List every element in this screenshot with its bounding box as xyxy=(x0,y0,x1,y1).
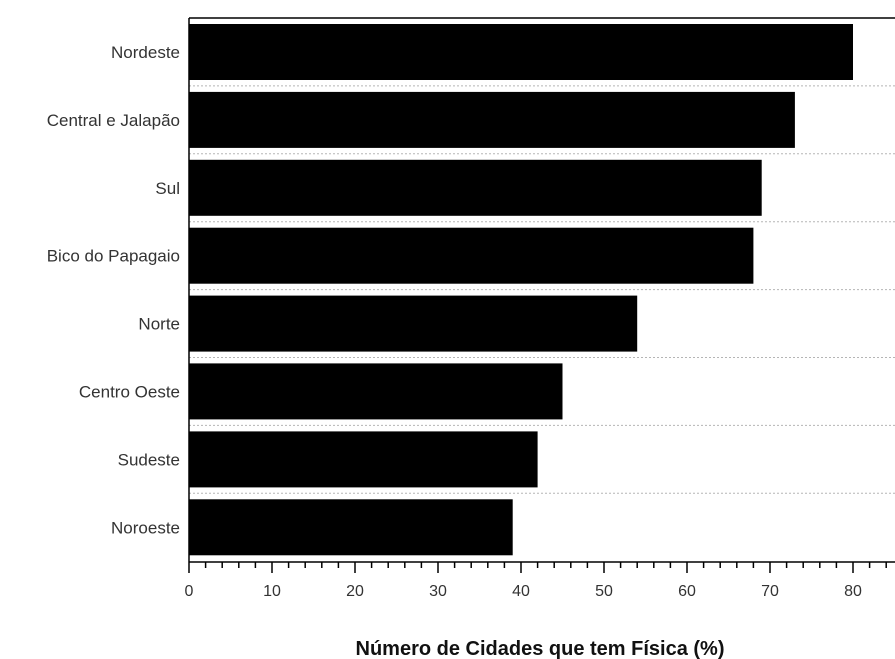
category-label: Nordeste xyxy=(111,43,180,62)
bar xyxy=(189,295,638,352)
gridlines xyxy=(189,85,895,494)
category-label: Norte xyxy=(138,315,180,334)
bar xyxy=(189,499,513,556)
category-label: Central e Jalapão xyxy=(47,111,180,130)
bar xyxy=(189,431,538,488)
x-tick-label: 20 xyxy=(346,583,364,600)
category-label: Centro Oeste xyxy=(79,382,180,401)
x-tick-label: 10 xyxy=(263,583,281,600)
axes xyxy=(188,17,895,573)
x-tick-label: 50 xyxy=(595,583,613,600)
category-label: Noroeste xyxy=(111,518,180,537)
x-tick-label: 80 xyxy=(844,583,862,600)
bar xyxy=(189,363,563,420)
category-labels: Nordeste Central e Jalapão Sul Bico do Papa… xyxy=(47,43,180,537)
bar xyxy=(189,24,853,80)
x-axis-label: Número de Cidades que tem Física (%) xyxy=(356,638,725,659)
bar xyxy=(189,159,762,216)
category-label: Sudeste xyxy=(118,450,180,469)
category-label: Bico do Papagaio xyxy=(47,247,180,266)
category-label: Sul xyxy=(155,179,180,198)
x-tick-label: 60 xyxy=(678,583,696,600)
x-tick-labels: 0 10 20 30 40 50 60 70 80 xyxy=(185,583,862,600)
x-tick-label: 40 xyxy=(512,583,530,600)
x-tick-label: 70 xyxy=(761,583,779,600)
bars xyxy=(189,24,853,556)
x-tick-label: 0 xyxy=(185,583,194,600)
bar xyxy=(189,227,754,284)
x-tick-label: 30 xyxy=(429,583,447,600)
bar xyxy=(189,91,795,148)
